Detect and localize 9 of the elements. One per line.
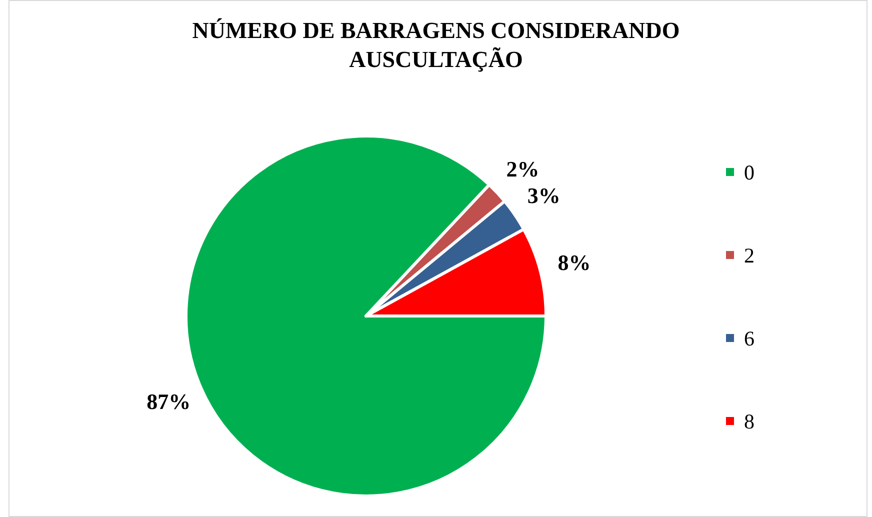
data-label: 2% [506, 156, 540, 182]
chart-title: NÚMERO DE BARRAGENS CONSIDERANDO AUSCULTAÇÃO [192, 18, 680, 72]
legend-label: 2 [744, 243, 754, 268]
legend-label: 0 [744, 160, 754, 184]
legend-label: 6 [744, 326, 754, 350]
legend-label: 8 [744, 409, 754, 434]
data-label: 3% [527, 182, 560, 208]
data-label: 87% [146, 389, 191, 414]
data-label: 8% [558, 250, 591, 276]
